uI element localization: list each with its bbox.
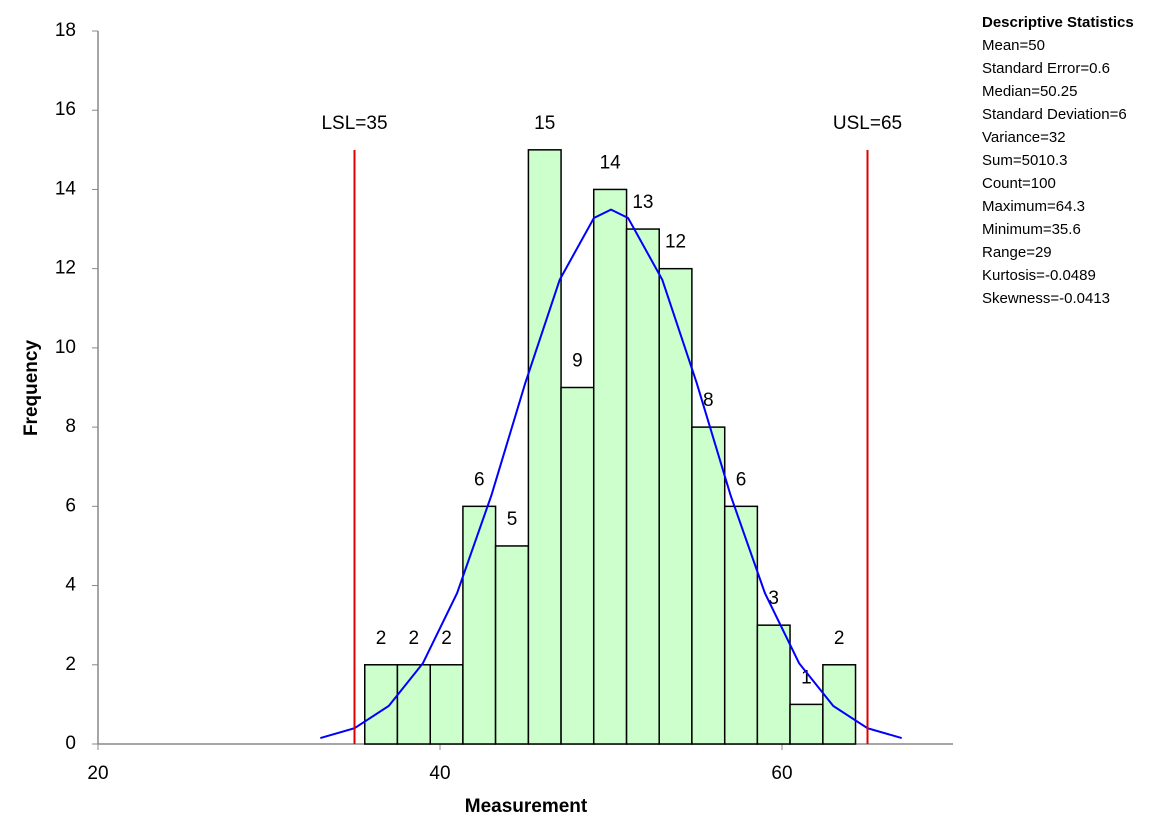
bar bbox=[494, 545, 530, 745]
stat-line: Minimum=35.6 bbox=[982, 221, 1081, 238]
bar bbox=[364, 664, 399, 745]
value-label: 2 bbox=[409, 628, 420, 649]
bar bbox=[756, 624, 791, 745]
value-label: 2 bbox=[441, 628, 452, 649]
bar bbox=[527, 149, 562, 745]
x-tick-label: 40 bbox=[429, 763, 450, 784]
stat-line: Sum=5010.3 bbox=[982, 152, 1067, 169]
stat-line: Range=29 bbox=[982, 244, 1052, 261]
y-tick-label: 6 bbox=[65, 495, 76, 516]
stat-line: Variance=32 bbox=[982, 129, 1066, 146]
value-label: 6 bbox=[474, 469, 485, 490]
y-tick-label: 12 bbox=[55, 258, 76, 279]
y-tick-label: 0 bbox=[65, 733, 76, 754]
x-axis-title: Measurement bbox=[465, 796, 588, 817]
y-tick-label: 2 bbox=[65, 654, 76, 675]
value-label: 14 bbox=[600, 152, 622, 173]
value-label: 9 bbox=[572, 351, 583, 372]
bar bbox=[625, 228, 660, 745]
value-label: 3 bbox=[768, 588, 779, 609]
value-label: 5 bbox=[507, 509, 518, 530]
y-tick-label: 8 bbox=[65, 416, 76, 437]
value-label: 1 bbox=[801, 667, 812, 688]
value-label: 8 bbox=[703, 390, 714, 411]
stat-line: Standard Error=0.6 bbox=[982, 60, 1110, 77]
stat-line: Maximum=64.3 bbox=[982, 198, 1085, 215]
stat-line: Median=50.25 bbox=[982, 83, 1078, 100]
stat-line: Kurtosis=-0.0489 bbox=[982, 267, 1096, 284]
bar bbox=[396, 664, 432, 745]
value-label: 12 bbox=[665, 232, 686, 253]
value-label: 13 bbox=[632, 192, 653, 213]
bar bbox=[691, 426, 726, 745]
value-label: 2 bbox=[376, 628, 387, 649]
y-tick-label: 4 bbox=[65, 575, 76, 596]
value-label: 6 bbox=[736, 469, 747, 490]
y-tick-label: 14 bbox=[55, 178, 77, 199]
bar bbox=[592, 188, 628, 745]
stat-line: Count=100 bbox=[982, 175, 1056, 192]
spec-limit-label: USL=65 bbox=[833, 113, 902, 134]
stat-line: Standard Deviation=6 bbox=[982, 106, 1127, 123]
value-label: 2 bbox=[834, 628, 845, 649]
stat-line: Mean=50 bbox=[982, 37, 1045, 54]
bar bbox=[822, 664, 857, 745]
value-label: 15 bbox=[534, 113, 555, 134]
bar bbox=[789, 703, 824, 745]
normal-curve bbox=[320, 208, 902, 740]
y-axis-title: Frequency bbox=[21, 340, 42, 437]
spec-limit-label: LSL=35 bbox=[321, 113, 387, 134]
y-tick-label: 18 bbox=[55, 20, 76, 41]
x-tick-label: 20 bbox=[87, 763, 108, 784]
y-tick-label: 10 bbox=[55, 337, 76, 358]
bar bbox=[429, 664, 464, 745]
bar bbox=[462, 505, 497, 745]
bar bbox=[723, 505, 759, 745]
bar bbox=[560, 386, 595, 745]
x-tick-label: 60 bbox=[771, 763, 792, 784]
stats-title: Descriptive Statistics bbox=[982, 14, 1134, 31]
y-tick-label: 16 bbox=[55, 99, 76, 120]
bar bbox=[658, 267, 693, 745]
stat-line: Skewness=-0.0413 bbox=[982, 290, 1110, 307]
